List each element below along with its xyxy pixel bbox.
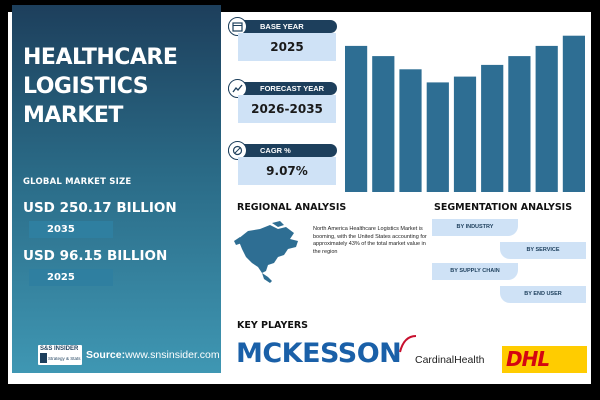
dhl-logo: DHL — [502, 346, 587, 373]
sns-logo-icon — [40, 353, 47, 363]
mckesson-logo: MCKESSON — [236, 338, 402, 369]
calendar-icon — [228, 17, 247, 36]
base-year-value: 2025 — [238, 33, 336, 61]
title-line-3: MARKET — [23, 103, 123, 128]
bar-3 — [399, 69, 422, 192]
segment-by-supply-chain[interactable]: BY SUPPLY CHAIN — [432, 263, 518, 280]
north-america-map-icon — [234, 221, 298, 283]
bar-4 — [426, 82, 449, 192]
regional-analysis-title: REGIONAL ANALYSIS — [237, 202, 347, 213]
segment-by-service[interactable]: BY SERVICE — [500, 242, 586, 259]
title-line-2: LOGISTICS — [23, 74, 149, 99]
source-url[interactable]: www.snsinsider.com — [125, 349, 220, 361]
bar-7 — [508, 56, 531, 192]
global-market-size-label: GLOBAL MARKET SIZE — [23, 177, 132, 187]
title-line-1: HEALTHCARE — [23, 45, 178, 70]
bar-chart — [345, 35, 585, 192]
sns-logo-top-text: S&S INSIDER — [40, 346, 79, 352]
forecast-year-value: 2026-2035 — [238, 95, 336, 123]
base-year-label: BASE YEAR — [228, 20, 337, 33]
bar-2 — [372, 56, 395, 192]
segment-by-end-user[interactable]: BY END USER — [500, 286, 586, 303]
source-text: Source:www.snsinsider.com — [86, 349, 220, 361]
segmentation-analysis-title: SEGMENTATION ANALYSIS — [434, 202, 573, 213]
sns-logo-bottom-text: Strategy & Stats — [48, 356, 81, 361]
cardinal-health-arc-icon — [399, 335, 417, 353]
source-prefix: Source: — [86, 349, 126, 361]
page-title: HEALTHCARE LOGISTICS MARKET — [23, 43, 218, 130]
year-2035-band: 2035 — [29, 221, 113, 238]
source-row: S&S INSIDER Strategy & Stats Source:www.… — [38, 345, 220, 367]
market-value-2035: USD 250.17 BILLION — [23, 200, 177, 216]
cagr-icon — [228, 141, 247, 160]
year-2025-band: 2025 — [29, 269, 113, 286]
bar-1 — [345, 45, 368, 192]
key-players-title: KEY PLAYERS — [237, 320, 309, 331]
bar-5 — [453, 76, 477, 192]
forecast-year-label: FORECAST YEAR — [228, 82, 337, 95]
forecast-icon — [228, 79, 247, 98]
left-panel: HEALTHCARE LOGISTICS MARKET GLOBAL MARKE… — [12, 5, 221, 373]
dhl-logo-text: DHL — [506, 347, 550, 371]
bar-9 — [562, 35, 585, 192]
cagr-value: 9.07% — [238, 157, 336, 185]
sns-insider-logo: S&S INSIDER Strategy & Stats — [38, 345, 82, 365]
bar-6 — [481, 64, 504, 192]
segment-by-industry[interactable]: BY INDUSTRY — [432, 219, 518, 236]
cardinal-health-logo: CardinalHealth — [415, 354, 485, 366]
market-value-2025: USD 96.15 BILLION — [23, 248, 168, 264]
cagr-label: CAGR % — [228, 144, 337, 157]
regional-analysis-text: North America Healthcare Logistics Marke… — [313, 226, 427, 255]
bar-8 — [535, 45, 558, 192]
